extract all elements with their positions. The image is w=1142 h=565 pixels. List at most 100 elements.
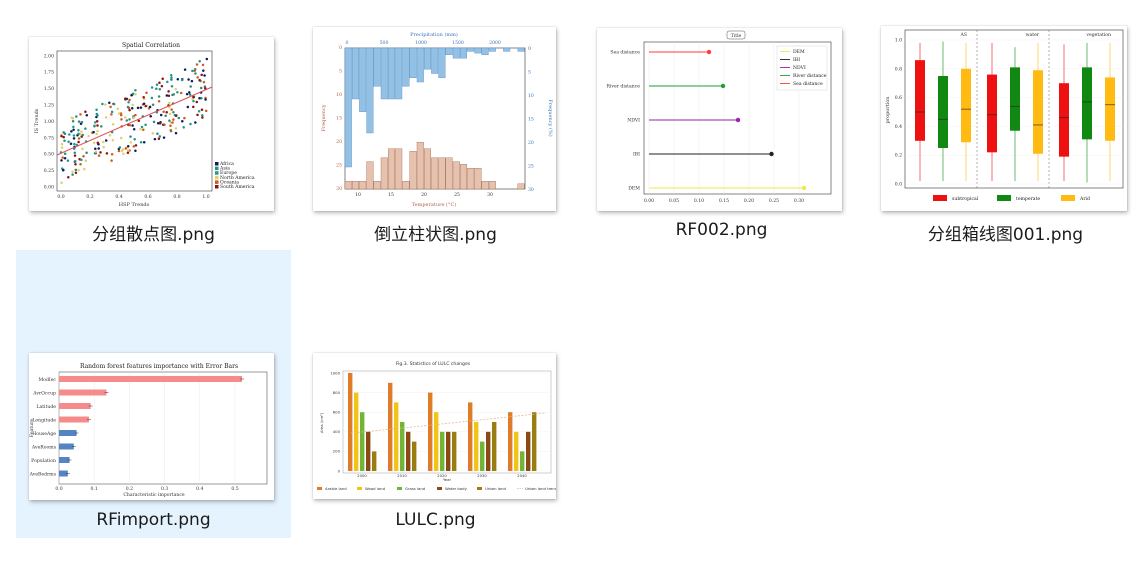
- legend-swatch: [997, 195, 1011, 201]
- scatter-point: [96, 141, 100, 145]
- file-name[interactable]: RFimport.png: [96, 510, 211, 530]
- scatter-point: [195, 100, 199, 104]
- category-label: IBI: [633, 152, 640, 158]
- scatter-point: [205, 57, 209, 61]
- scatter-point: [69, 142, 73, 146]
- x-axis-label: Characteristic importance: [123, 492, 184, 498]
- scatter-point: [72, 125, 75, 129]
- scatter-point: [170, 85, 174, 88]
- box: [1010, 67, 1020, 131]
- x-tick-label: 0.2: [86, 194, 93, 200]
- scatter-point: [159, 113, 163, 117]
- scatter-point: [131, 124, 134, 127]
- legend-swatch: [477, 487, 482, 490]
- file-name[interactable]: LULC.png: [395, 510, 476, 530]
- scatter-point: [60, 146, 64, 149]
- horizontal-bar-chart: Random forest features importance with E…: [29, 363, 268, 498]
- scatter-point: [118, 146, 122, 149]
- thumbnail-rf002[interactable]: Title Sea distance River distance NDVI IBI D…: [597, 28, 842, 211]
- scatter-point: [189, 85, 192, 88]
- scatter-point: [126, 105, 130, 109]
- y-tick-label: 600: [333, 410, 341, 415]
- left-y-tick: 0: [339, 45, 342, 51]
- feature-label: Latitude: [36, 404, 56, 410]
- scatter-point: [187, 78, 190, 81]
- scatter-point: [194, 121, 197, 124]
- y-tick-label: 1.50: [44, 86, 54, 92]
- scatter-point: [198, 60, 201, 63]
- x-tick-label: 0.0: [57, 194, 64, 200]
- y-tick-label: 800: [333, 390, 341, 395]
- file-name[interactable]: 倒立柱状图.png: [374, 225, 497, 245]
- y-tick-label: 0.00: [44, 185, 54, 191]
- legend-swatch: [215, 166, 219, 171]
- scatter-point: [134, 113, 137, 117]
- x-tick-label: 0.4: [196, 486, 203, 492]
- legend-swatch: [215, 180, 219, 184]
- file-name[interactable]: RF002.png: [675, 220, 768, 240]
- land-use-bar: [366, 431, 371, 471]
- scatter-point: [169, 124, 172, 128]
- thumbnail-rfimport[interactable]: Random forest features importance with E…: [29, 353, 274, 500]
- scatter-point: [170, 78, 173, 81]
- x-axis-label: Year: [443, 477, 451, 482]
- left-y-tick: 20: [336, 139, 342, 145]
- scatter-point: [122, 152, 125, 156]
- scatter-point: [189, 122, 192, 126]
- scatter-point: [73, 154, 77, 157]
- scatter-point: [150, 96, 154, 100]
- scatter-point: [94, 147, 97, 151]
- feature-label: AveRooms: [31, 445, 57, 451]
- file-item-rfimport[interactable]: Random forest features importance with E…: [16, 250, 291, 538]
- scatter-point: [120, 118, 123, 121]
- box: [915, 60, 925, 141]
- scatter-point: [124, 97, 127, 100]
- scatter-point: [142, 102, 146, 106]
- scatter-point: [94, 150, 98, 153]
- category-label: DEM: [628, 186, 640, 192]
- scatter-point: [139, 128, 142, 131]
- scatter-point: [97, 154, 101, 157]
- file-item-inverted-histogram[interactable]: Precipitation (mm) 0 500 1000 1500 2000 10 15 2…: [298, 0, 573, 288]
- temperature-bar: [373, 180, 381, 190]
- scatter-point: [201, 63, 205, 67]
- scatter-point: [128, 98, 131, 102]
- left-y-tick: 25: [336, 163, 342, 169]
- y-tick-label: 0.25: [44, 168, 54, 174]
- file-item-rf002[interactable]: Title Sea distance River distance NDVI IBI D…: [584, 0, 859, 288]
- scatter-point: [85, 114, 89, 117]
- thumbnail-grouped-boxplot[interactable]: 0.0 0.2 0.4 0.6 0.8 1.0 AS water vegetation prop…: [881, 26, 1127, 211]
- importance-bar: [59, 443, 74, 450]
- x-tick-label: 0.1: [91, 486, 98, 492]
- precipitation-bar: [459, 47, 467, 59]
- temperature-bar: [387, 148, 395, 190]
- scatter-point: [80, 130, 83, 133]
- scatter-point: [201, 114, 204, 117]
- scatter-point: [92, 141, 96, 144]
- land-use-bar: [406, 431, 411, 471]
- top-x-tick: 1000: [415, 40, 427, 46]
- file-name[interactable]: 分组散点图.png: [92, 225, 215, 245]
- box: [987, 74, 997, 153]
- scatter-point: [60, 134, 63, 138]
- thumbnail-grouped-scatter[interactable]: Spatial Correlation 0.00 0.25 0.50 0.75 1.00…: [29, 37, 274, 211]
- land-use-bar: [474, 422, 479, 471]
- scatter-point: [186, 105, 190, 109]
- file-item-lulc[interactable]: Fig.3. Statistics of LULC changes 0 200 40…: [298, 250, 573, 538]
- scatter-point: [134, 93, 137, 96]
- legend-label: River distance: [793, 73, 827, 79]
- top-x-axis-label: Precipitation (mm): [410, 31, 458, 38]
- thumbnail-inverted-histogram[interactable]: Precipitation (mm) 0 500 1000 1500 2000 10 15 2…: [313, 27, 556, 211]
- file-name[interactable]: 分组箱线图001.png: [927, 225, 1084, 245]
- scatter-point: [61, 156, 64, 159]
- x-tick-label: 2000: [357, 473, 367, 478]
- feature-label: ModIec: [38, 377, 56, 383]
- right-y-tick: 10: [528, 93, 534, 99]
- x-tick-label: 0.0: [55, 486, 62, 492]
- file-item-grouped-boxplot[interactable]: 0.0 0.2 0.4 0.6 0.8 1.0 AS water vegetation prop…: [868, 0, 1142, 288]
- scatter-point: [160, 84, 164, 88]
- file-item-grouped-scatter[interactable]: Spatial Correlation 0.00 0.25 0.50 0.75 1.00…: [16, 0, 291, 288]
- thumbnail-lulc[interactable]: Fig.3. Statistics of LULC changes 0 200 40…: [313, 353, 556, 499]
- x-tick-label: 0.8: [173, 194, 180, 200]
- legend-label: Sea distance: [793, 81, 823, 87]
